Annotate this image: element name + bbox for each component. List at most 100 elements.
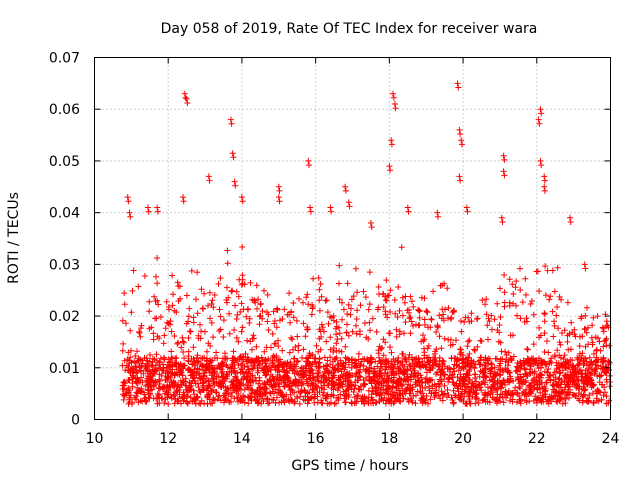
data-point <box>153 351 160 358</box>
data-point <box>232 370 239 377</box>
data-point <box>262 385 269 392</box>
data-point <box>471 346 478 353</box>
data-point <box>369 315 376 322</box>
data-point <box>132 353 139 359</box>
data-point <box>316 307 323 314</box>
data-point <box>479 397 486 404</box>
data-point <box>507 377 514 384</box>
data-point <box>256 374 263 381</box>
data-point <box>406 351 413 358</box>
data-point <box>382 308 389 315</box>
data-point <box>198 328 205 335</box>
data-point <box>588 334 595 341</box>
data-point <box>421 295 428 302</box>
data-point <box>189 377 196 384</box>
data-point <box>266 399 273 406</box>
data-point <box>574 376 581 383</box>
data-point <box>433 389 439 396</box>
data-point <box>224 371 231 378</box>
data-point <box>499 355 506 362</box>
y-axis-label: ROTI / TECUs <box>6 192 22 284</box>
data-point <box>423 307 430 314</box>
data-point <box>387 344 394 351</box>
data-point <box>141 273 148 279</box>
data-point <box>333 319 340 325</box>
data-point <box>602 337 609 344</box>
data-point <box>303 294 310 301</box>
data-point <box>391 101 398 107</box>
data-point <box>465 355 472 361</box>
data-point <box>217 275 224 282</box>
data-point <box>339 373 346 380</box>
data-point <box>479 297 486 304</box>
data-point <box>168 362 175 369</box>
data-point <box>201 290 208 297</box>
data-point <box>265 400 272 407</box>
data-point <box>190 360 197 367</box>
data-point <box>420 332 426 339</box>
data-point <box>171 383 178 389</box>
data-point <box>321 354 328 361</box>
data-point <box>526 390 533 397</box>
data-point <box>154 208 161 215</box>
data-point <box>141 391 148 398</box>
data-point <box>133 375 139 382</box>
data-point <box>541 311 548 318</box>
data-point <box>416 314 423 321</box>
data-point <box>542 394 549 401</box>
data-point <box>189 398 196 405</box>
data-point <box>478 354 485 361</box>
data-point <box>397 398 404 405</box>
data-point <box>592 334 599 341</box>
data-point <box>501 299 508 306</box>
data-point <box>333 347 340 354</box>
data-point <box>155 392 162 399</box>
data-point <box>244 363 251 370</box>
data-point <box>213 349 220 356</box>
data-point <box>391 297 398 303</box>
data-point <box>127 354 134 361</box>
data-point <box>499 394 506 400</box>
data-point <box>145 208 152 215</box>
data-points <box>119 80 613 407</box>
data-point <box>561 327 568 334</box>
data-point <box>547 377 554 384</box>
data-point <box>410 363 417 370</box>
data-point <box>494 377 501 384</box>
data-point <box>212 389 219 396</box>
data-point <box>240 306 247 313</box>
data-point <box>532 357 539 364</box>
data-point <box>150 395 157 402</box>
data-point <box>346 203 353 210</box>
data-point <box>477 337 484 344</box>
data-point <box>392 105 399 112</box>
data-point <box>597 363 604 370</box>
data-point <box>461 319 468 325</box>
data-point <box>504 392 511 399</box>
data-point <box>264 291 271 298</box>
data-point <box>445 392 452 398</box>
data-point <box>166 306 172 313</box>
data-point <box>148 383 155 390</box>
data-point <box>345 377 352 384</box>
data-point <box>221 378 228 385</box>
data-point <box>441 335 448 342</box>
data-point <box>228 393 234 400</box>
data-point <box>245 379 252 386</box>
data-point <box>325 320 332 327</box>
data-point <box>571 331 578 338</box>
data-point <box>368 380 375 387</box>
data-point <box>434 209 441 216</box>
data-point <box>146 308 153 315</box>
data-point <box>530 375 537 382</box>
data-point <box>207 400 214 407</box>
data-point <box>399 312 406 319</box>
data-point <box>127 327 134 334</box>
data-point <box>276 187 283 194</box>
x-tick-label: 20 <box>454 431 472 447</box>
data-point <box>406 361 413 368</box>
data-point <box>129 380 136 387</box>
data-point <box>399 294 406 301</box>
data-point <box>567 346 574 353</box>
data-point <box>536 397 543 404</box>
